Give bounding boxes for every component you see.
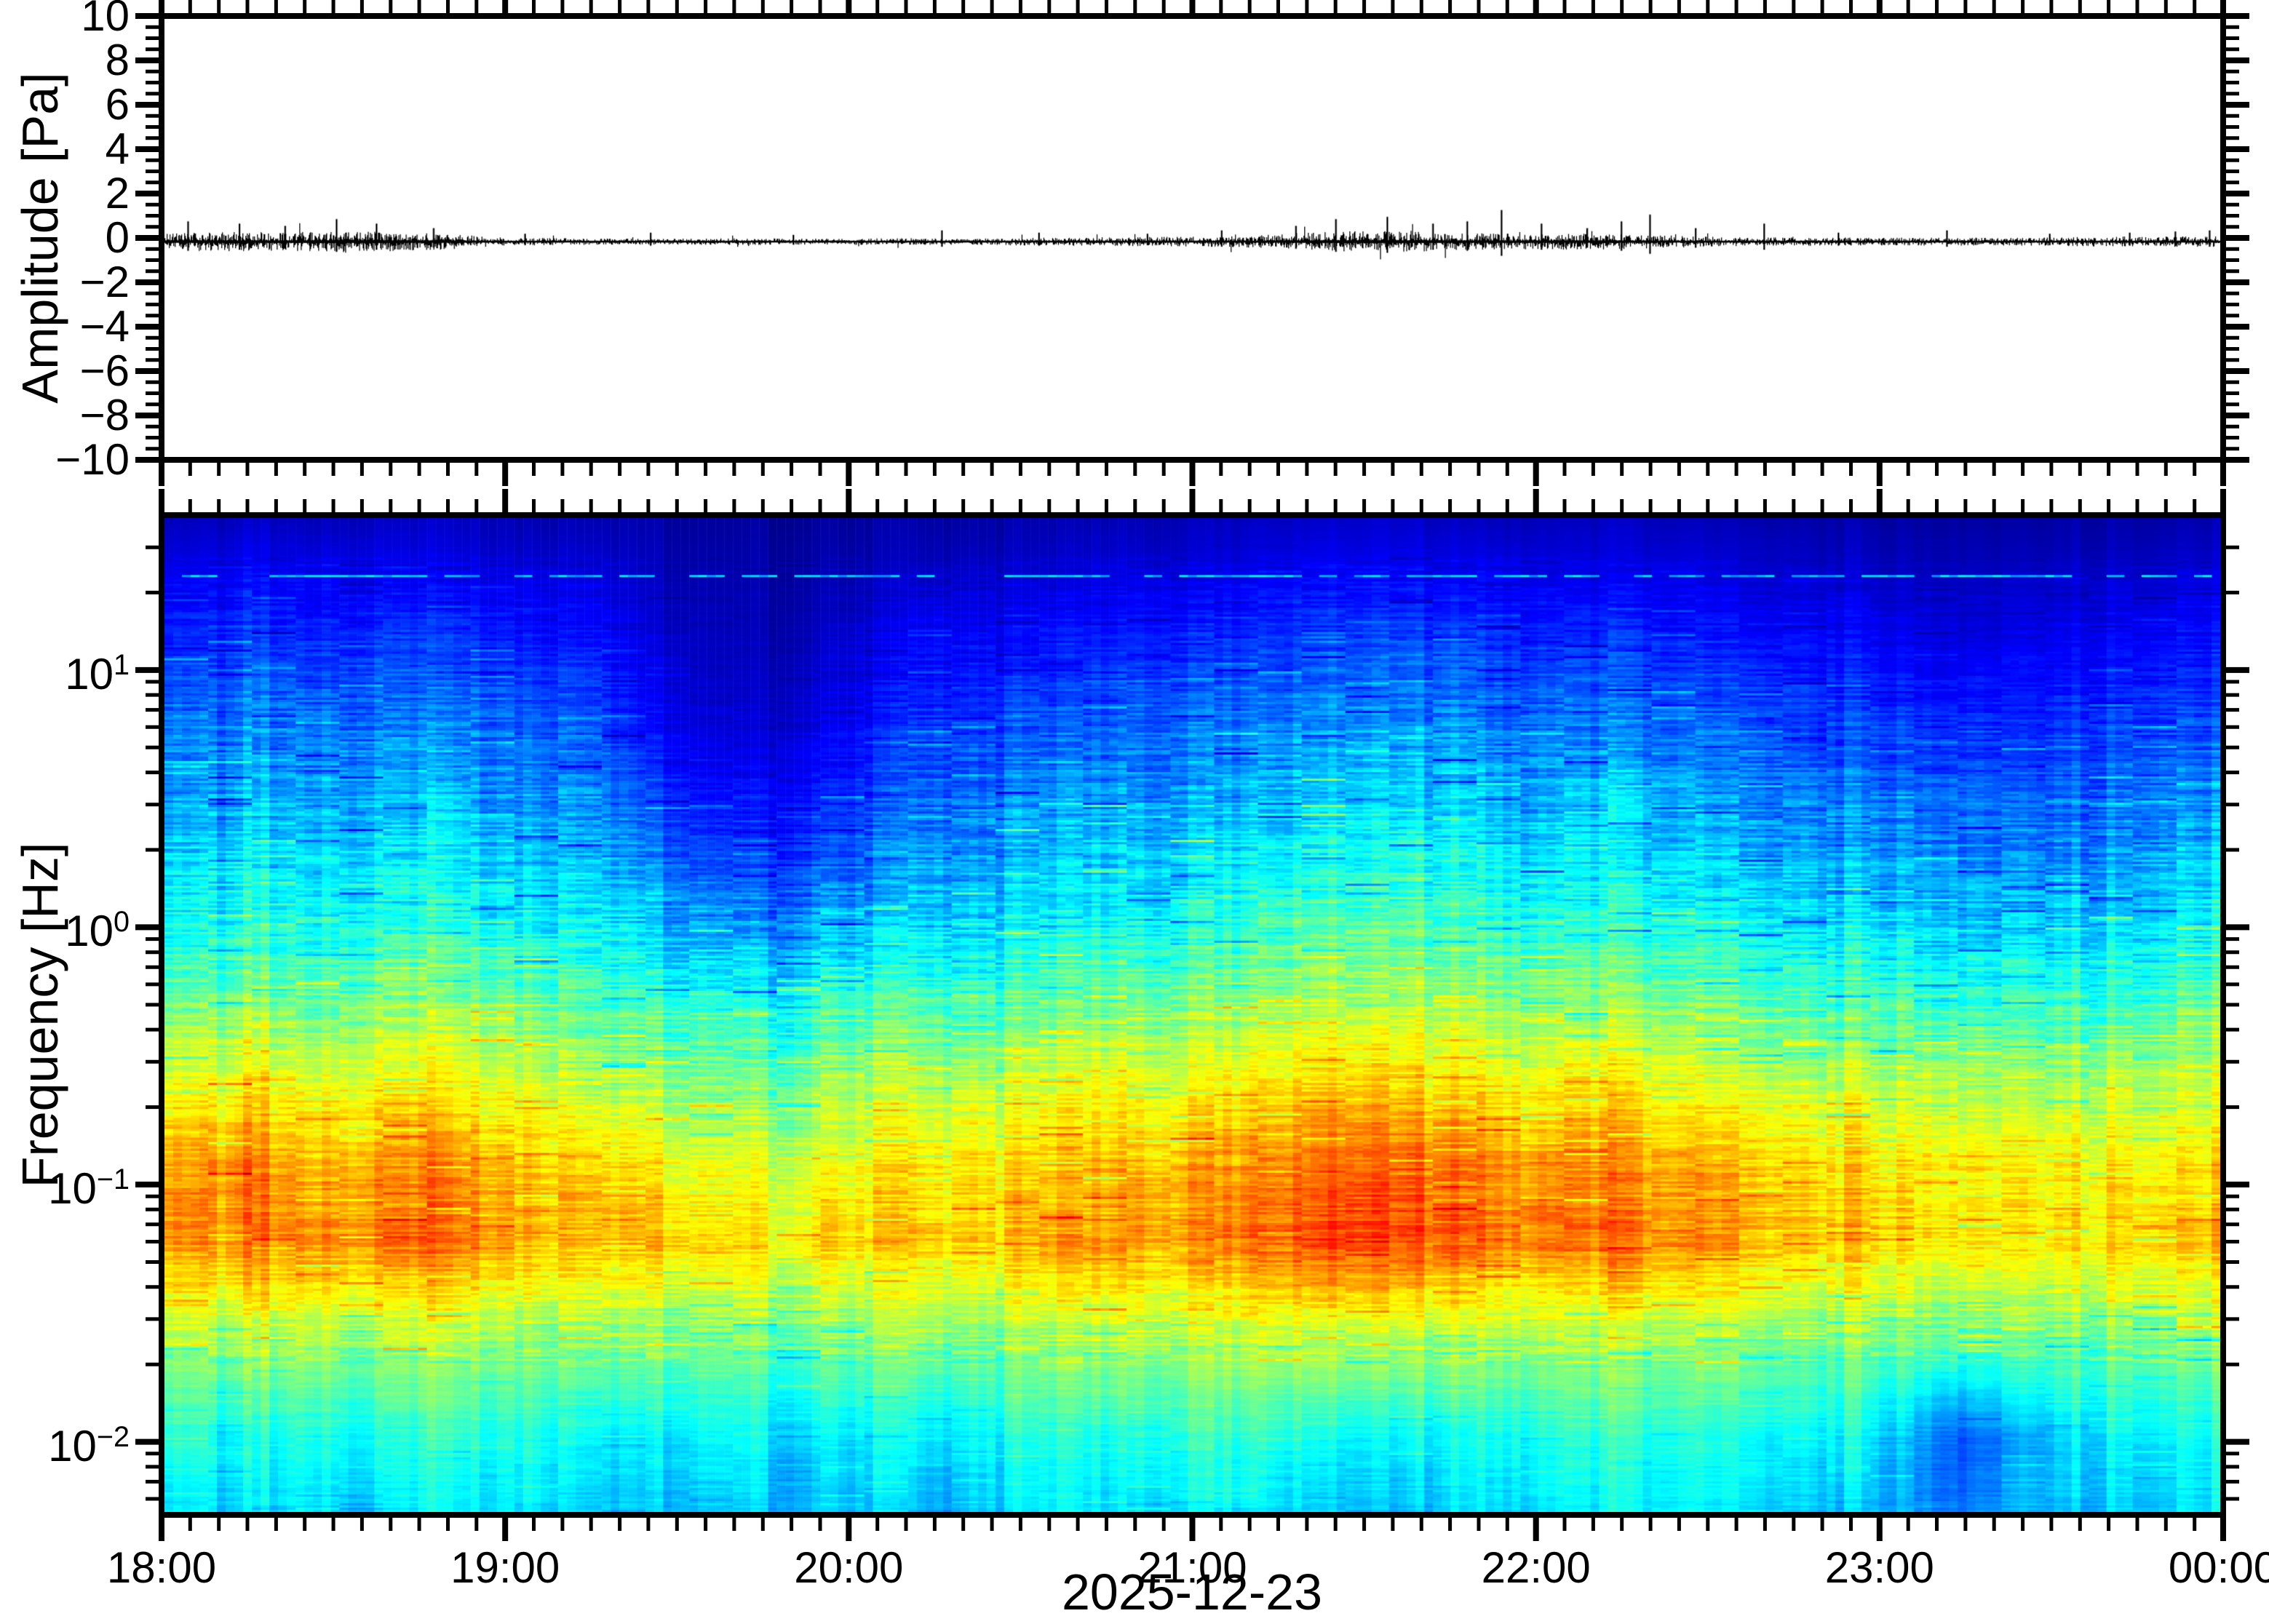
frequency-tick-label: 101 <box>65 648 130 698</box>
time-tick-label: 23:00 <box>1824 1543 1934 1592</box>
waveform-panel <box>159 13 2226 463</box>
frequency-axis-title: Frequency [Hz] <box>12 842 68 1188</box>
amplitude-tick-label: 6 <box>105 80 130 129</box>
waveform-trace-canvas <box>164 19 2220 457</box>
amplitude-tick-label: −8 <box>79 391 130 439</box>
amplitude-tick-label: 10 <box>81 0 130 40</box>
amplitude-tick-label: 8 <box>105 36 130 84</box>
major-ticks <box>135 0 2249 1541</box>
minor-ticks <box>146 0 2239 1531</box>
amplitude-tick-label: −6 <box>79 346 130 395</box>
time-tick-label: 22:00 <box>1481 1543 1591 1592</box>
amplitude-tick-label: 0 <box>105 213 130 262</box>
spectrogram-panel <box>159 512 2226 1518</box>
time-tick-label: 20:00 <box>794 1543 904 1592</box>
amplitude-tick-label: 4 <box>105 124 130 173</box>
spectrogram-heatmap-canvas <box>164 518 2220 1512</box>
time-tick-label: 00:00 <box>2168 1543 2269 1592</box>
time-tick-label: 19:00 <box>450 1543 560 1592</box>
amplitude-tick-label: −10 <box>55 435 130 484</box>
frequency-tick-label: 10−2 <box>48 1420 130 1470</box>
time-tick-label: 21:00 <box>1137 1543 1247 1592</box>
amplitude-tick-label: −2 <box>79 258 130 306</box>
frequency-tick-label: 10−1 <box>48 1163 130 1213</box>
time-tick-label: 18:00 <box>106 1543 217 1592</box>
date-label: 2025-12-23 <box>1061 1564 1323 1620</box>
amplitude-tick-label: −4 <box>79 302 130 351</box>
frequency-tick-label: 100 <box>65 906 130 956</box>
amplitude-tick-label: 2 <box>105 169 130 218</box>
